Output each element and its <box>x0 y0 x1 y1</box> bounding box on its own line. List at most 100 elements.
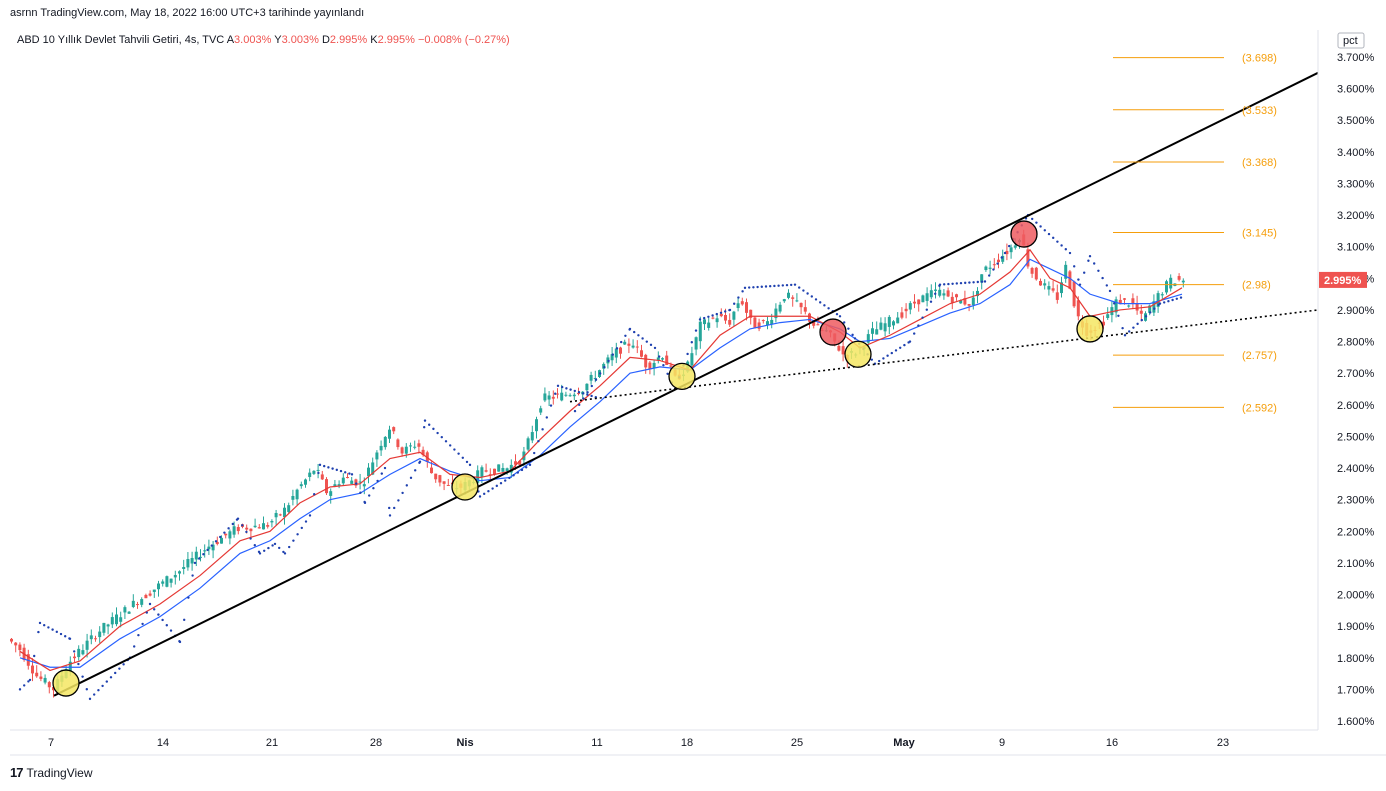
candle-body <box>161 581 165 584</box>
candle-body <box>530 432 534 441</box>
psar-dot <box>843 321 846 324</box>
y-tick-label: 2.500% <box>1337 431 1375 443</box>
psar-dot <box>1077 278 1080 281</box>
candle-body <box>68 661 72 671</box>
bull-marker <box>451 473 479 501</box>
ema-fast-line <box>19 248 1183 672</box>
y-tick-label: 3.700% <box>1337 52 1375 64</box>
psar-dot <box>249 537 252 540</box>
psar-dot <box>943 283 946 286</box>
candle-body <box>110 617 114 625</box>
psar-dot <box>1136 322 1139 326</box>
tradingview-logo-icon: 17 <box>10 765 24 780</box>
psar-dot <box>313 493 316 496</box>
candle-body <box>257 527 261 529</box>
psar-dot <box>752 286 755 289</box>
candle-body <box>514 461 517 465</box>
psar-dot <box>444 440 448 443</box>
psar-dot <box>1153 307 1156 310</box>
psar-dot <box>719 311 723 314</box>
psar-dot <box>388 506 391 510</box>
psar-dot <box>1052 236 1055 240</box>
psar-dot <box>300 526 303 530</box>
unit-label: pct <box>1343 35 1358 47</box>
candle-body <box>106 624 110 627</box>
psar-dot <box>662 363 665 367</box>
candle-body <box>325 479 328 494</box>
candle-body <box>871 328 874 334</box>
candle-body <box>77 648 81 658</box>
psar-dot <box>728 308 732 312</box>
psar-dot <box>267 546 270 550</box>
psar-dot <box>1073 265 1076 268</box>
candle-body <box>270 520 274 523</box>
psar-dot <box>47 626 50 629</box>
candle-body <box>207 546 211 550</box>
candle-body <box>493 468 496 475</box>
candle-body <box>329 491 333 496</box>
psar-dot <box>556 384 560 388</box>
psar-dot <box>1113 302 1116 305</box>
psar-dot <box>620 340 623 344</box>
x-tick-label: 28 <box>370 737 382 749</box>
fib-level-label: (3.368) <box>1242 157 1277 169</box>
candle-body <box>556 393 559 395</box>
psar-dot <box>1105 284 1109 287</box>
psar-dot <box>331 467 334 470</box>
psar-dot <box>1039 225 1042 228</box>
psar-dot <box>934 292 937 295</box>
psar-dot <box>81 675 84 678</box>
candle-body <box>971 297 975 306</box>
psar-dot <box>1144 315 1148 318</box>
psar-dot <box>263 549 266 552</box>
psar-dot <box>153 608 156 611</box>
psar-dot <box>554 392 557 395</box>
brand-name: TradingView <box>26 765 93 780</box>
plot-area: (3.698) (3.533) (3.368) (3.145) (2.98) (2.757… <box>10 53 1319 701</box>
psar-dot <box>414 469 417 472</box>
psar-dot <box>569 388 572 391</box>
psar-dot <box>355 482 358 485</box>
psar-dot <box>141 622 144 626</box>
psar-dot <box>756 285 759 289</box>
candle-body <box>14 642 18 646</box>
x-tick-label: 21 <box>266 737 278 749</box>
psar-dot <box>253 543 256 547</box>
fib-level-label: (2.757) <box>1242 350 1277 362</box>
candle-body <box>577 393 580 395</box>
psar-dot <box>917 324 920 327</box>
x-tick-label: 25 <box>791 737 803 749</box>
psar-dot <box>777 284 780 287</box>
candle-body <box>215 541 219 545</box>
psar-dot <box>73 650 76 653</box>
candle-body <box>900 312 904 318</box>
candle-body <box>85 640 89 650</box>
candle-body <box>1068 271 1072 289</box>
x-tick-label: 11 <box>591 737 602 749</box>
candle-body <box>18 644 22 651</box>
psar-dot <box>423 419 427 422</box>
candle-body <box>917 299 921 305</box>
candle-body <box>1001 255 1005 262</box>
psar-dot <box>1047 232 1051 236</box>
symbol-title: ABD 10 Yıllık Devlet Tahvili Getiri, 4s,… <box>17 34 225 46</box>
low-value: 2.995% <box>329 34 368 46</box>
bear-marker <box>819 318 847 346</box>
high-value: 3.003% <box>281 34 319 46</box>
candle-body <box>341 477 345 484</box>
psar-dot <box>565 387 568 390</box>
candle-body <box>568 395 572 397</box>
candle-body <box>652 362 656 369</box>
candle-body <box>404 446 408 454</box>
psar-dot <box>487 489 490 493</box>
candle-body <box>413 446 417 448</box>
psar-dot <box>1008 244 1011 248</box>
x-tick-label: 9 <box>999 737 1005 749</box>
candle-body <box>656 357 660 361</box>
psar-dot <box>317 471 320 475</box>
candle-body <box>631 345 635 348</box>
psar-dot <box>921 316 924 319</box>
y-tick-label: 1.700% <box>1337 684 1375 696</box>
psar-dot <box>586 393 589 396</box>
